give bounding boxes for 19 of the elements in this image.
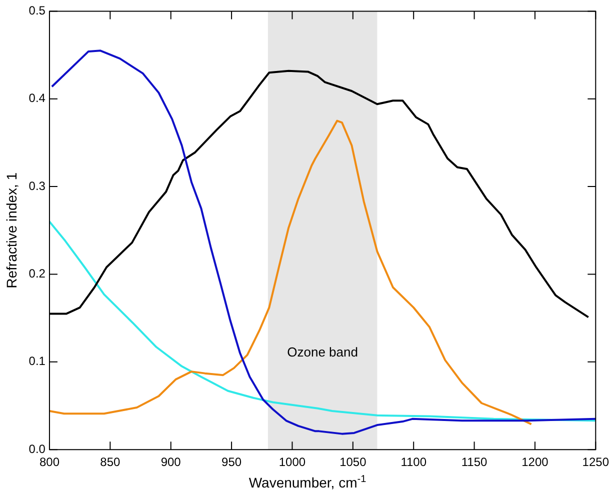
x-tick-label: 950 <box>222 455 242 470</box>
y-tick-label: 0.3 <box>28 178 46 193</box>
y-tick-label: 0.2 <box>28 266 46 281</box>
band-label: Ozone band <box>287 344 358 360</box>
x-tick-label: 900 <box>160 455 182 470</box>
y-tick-label: 0.5 <box>28 4 46 18</box>
y-tick-label: 0.0 <box>28 442 46 456</box>
y-tick-label: 0.1 <box>28 354 46 368</box>
x-tick-label: 1000 <box>278 455 306 470</box>
y-tick-label: 0.4 <box>28 91 46 106</box>
x-tick-label: 850 <box>100 455 120 470</box>
x-tick-label: 1200 <box>522 455 549 470</box>
x-axis-title: Wavenumber, cm$^{-1}$ <box>248 474 368 491</box>
x-tick-label: 800 <box>39 455 60 470</box>
x-tick-label: 1150 <box>461 455 488 470</box>
x-tick-label: 1250 <box>582 455 610 470</box>
y-axis-title: Refractive index, 1 <box>3 172 20 288</box>
x-tick-label: 1050 <box>340 455 367 470</box>
x-tick-label: 1100 <box>400 455 427 470</box>
